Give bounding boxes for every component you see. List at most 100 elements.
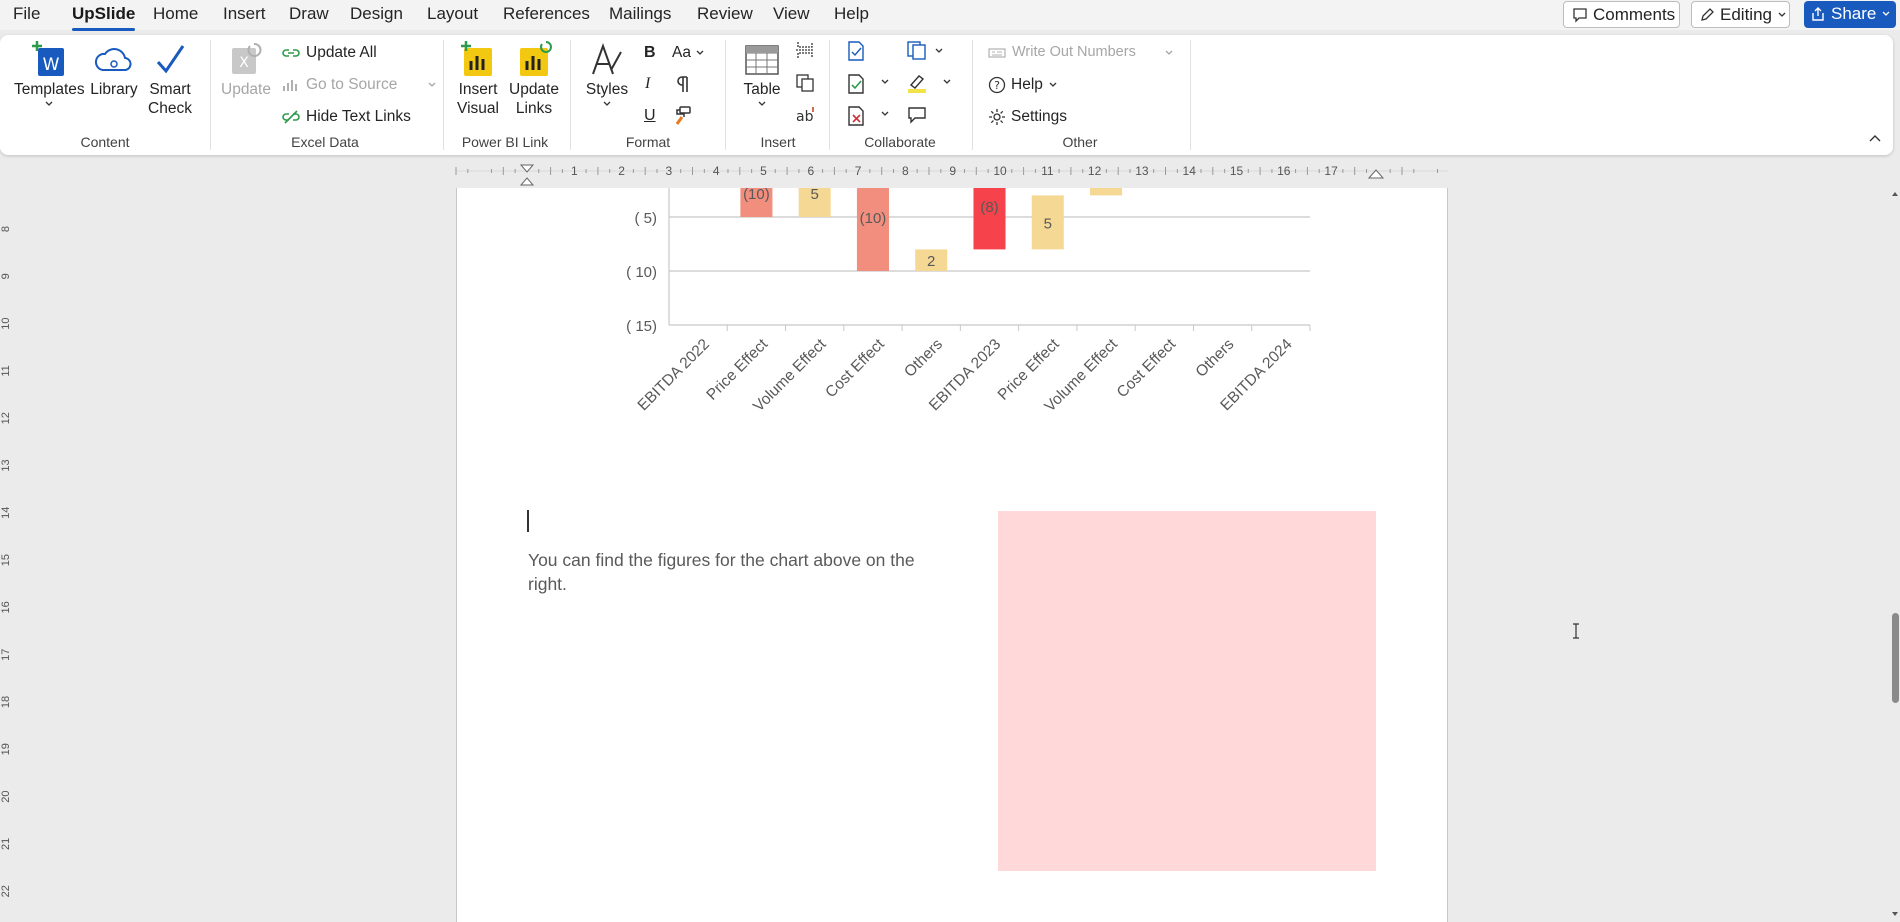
chevron-down-icon: [1165, 50, 1173, 55]
group-label-format: Format: [625, 134, 671, 150]
help-button[interactable]: ? Help: [988, 75, 1058, 94]
tab-help[interactable]: Help: [834, 4, 869, 23]
bar-data-label: (8): [980, 199, 998, 216]
comments-button[interactable]: Comments: [1563, 1, 1680, 28]
chevron-down-icon[interactable]: [934, 47, 944, 55]
hide-text-links-button[interactable]: Hide Text Links: [282, 107, 411, 126]
update-links-button[interactable]: Update Links: [508, 40, 560, 118]
bold-button[interactable]: B: [644, 44, 656, 61]
tab-file[interactable]: File: [13, 4, 41, 23]
waterfall-bar[interactable]: [740, 188, 773, 217]
underline-button[interactable]: U: [644, 107, 656, 124]
chevron-down-icon: [758, 101, 766, 106]
ruler-mark: 13: [1135, 164, 1149, 178]
settings-button[interactable]: Settings: [988, 107, 1067, 126]
update-button[interactable]: X Update: [220, 40, 272, 99]
go-to-source-button[interactable]: Go to Source: [282, 75, 437, 94]
bar-data-label: (10): [860, 210, 887, 227]
vruler-mark: 16: [0, 601, 12, 613]
page-break-icon[interactable]: [795, 40, 815, 60]
waterfall-bar[interactable]: [1031, 195, 1064, 250]
y-tick-label: ( 10): [626, 264, 657, 281]
tab-draw[interactable]: Draw: [289, 4, 329, 23]
templates-button[interactable]: W Templates: [14, 40, 85, 108]
write-out-numbers-button[interactable]: Write Out Numbers: [988, 43, 1174, 62]
chevron-down-icon[interactable]: [880, 110, 890, 118]
copy-page-icon[interactable]: [795, 73, 815, 93]
tab-upslide[interactable]: UpSlide: [72, 4, 136, 31]
go-to-source-label: Go to Source: [306, 76, 398, 93]
group-label-other: Other: [1062, 134, 1098, 150]
table-icon: [745, 45, 779, 75]
group-label-power-bi: Power BI Link: [461, 134, 549, 150]
italic-button[interactable]: I: [645, 75, 651, 92]
editing-mode-button[interactable]: Editing: [1691, 1, 1790, 28]
waterfall-chart[interactable]: (10)5(10)2(8)5 -( 5)( 10)( 15) EBITDA 20…: [457, 188, 1449, 488]
tab-insert[interactable]: Insert: [223, 4, 266, 23]
font-size-button[interactable]: Aa: [672, 43, 705, 62]
share-label: Share: [1831, 4, 1877, 23]
format-painter-icon[interactable]: [672, 105, 692, 125]
vruler-mark: 9: [0, 273, 12, 279]
waterfall-bar[interactable]: [973, 188, 1006, 250]
group-separator: [570, 40, 571, 150]
tab-review[interactable]: Review: [697, 4, 753, 23]
insert-visual-label-1: Insert: [458, 81, 498, 98]
vruler-mark: 12: [0, 412, 12, 424]
scroll-down-arrow-icon[interactable]: [1891, 910, 1899, 918]
document-page[interactable]: (10)5(10)2(8)5 -( 5)( 10)( 15) EBITDA 20…: [456, 188, 1448, 922]
waterfall-bar[interactable]: [1090, 188, 1123, 196]
paragraph-mark-icon[interactable]: [674, 75, 690, 93]
smart-check-button[interactable]: Smart Check: [140, 40, 200, 118]
share-button[interactable]: Share: [1804, 1, 1896, 28]
highlighter-icon[interactable]: [906, 73, 928, 93]
delete-document-icon[interactable]: [846, 105, 866, 127]
y-tick-label: ( 15): [626, 318, 657, 335]
x-category-label: Cost Effect: [1114, 335, 1180, 401]
ruler-mark: 3: [666, 164, 673, 178]
waterfall-bar[interactable]: [856, 188, 889, 271]
svg-text:ab: ab: [796, 109, 814, 125]
comment-icon[interactable]: [906, 105, 928, 125]
figure-placeholder-box[interactable]: [998, 511, 1376, 871]
table-button[interactable]: Table: [736, 40, 788, 108]
text-replace-icon[interactable]: ab: [795, 105, 817, 125]
chevron-down-icon[interactable]: [880, 78, 890, 86]
menu-bar: File UpSlide Home Insert Draw Design Lay…: [0, 0, 1900, 31]
collapse-ribbon-icon[interactable]: [1868, 134, 1882, 144]
group-separator: [829, 40, 830, 150]
tab-home[interactable]: Home: [153, 4, 199, 23]
ruler-mark: 8: [902, 164, 909, 178]
vertical-scrollbar[interactable]: [1889, 188, 1900, 922]
ruler-mark: 14: [1183, 164, 1197, 178]
vruler-mark: 20: [0, 790, 12, 802]
vruler-mark: 22: [0, 885, 12, 897]
library-button[interactable]: Library: [88, 40, 140, 99]
body-paragraph[interactable]: You can find the figures for the chart a…: [528, 550, 915, 594]
styles-button[interactable]: Styles: [580, 40, 634, 108]
waterfall-bar[interactable]: [915, 249, 948, 271]
scroll-up-arrow-icon[interactable]: [1891, 190, 1899, 198]
waterfall-bar[interactable]: [798, 188, 831, 217]
ruler-mark: 7: [855, 164, 862, 178]
copy-format-icon[interactable]: [906, 40, 928, 60]
tab-layout[interactable]: Layout: [427, 4, 479, 23]
update-all-button[interactable]: Update All: [282, 43, 377, 62]
comment-icon: [1573, 8, 1587, 23]
scrollbar-thumb[interactable]: [1892, 613, 1899, 703]
tab-mailings[interactable]: Mailings: [609, 4, 672, 23]
review-document-icon[interactable]: [846, 40, 866, 62]
vruler-mark: 10: [0, 317, 12, 329]
check-document-icon[interactable]: [846, 73, 866, 95]
chevron-down-icon[interactable]: [942, 78, 952, 86]
tab-design[interactable]: Design: [350, 4, 403, 23]
tab-references[interactable]: References: [503, 4, 590, 23]
tab-view[interactable]: View: [773, 4, 810, 23]
share-icon: [1812, 7, 1824, 21]
insert-visual-button[interactable]: Insert Visual: [452, 40, 504, 118]
i-beam-cursor-icon: [1573, 623, 1579, 639]
ruler-mark: 15: [1230, 164, 1244, 178]
ruler-mark: 17: [1324, 164, 1338, 178]
vruler-mark: 18: [0, 696, 12, 708]
bar-data-label: 5: [1044, 215, 1052, 232]
